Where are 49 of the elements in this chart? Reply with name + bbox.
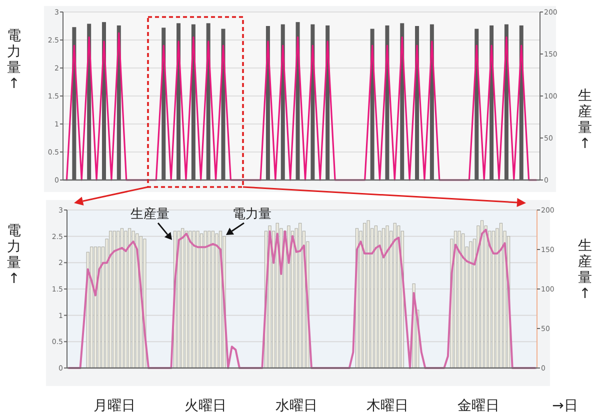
bar xyxy=(196,230,200,368)
annotation: 生産量 xyxy=(130,206,170,222)
x-tick-label: 金曜日 xyxy=(457,398,500,414)
bar xyxy=(90,246,94,368)
bar xyxy=(458,230,461,368)
bar xyxy=(181,228,184,368)
bar xyxy=(208,230,211,368)
bar xyxy=(374,226,378,368)
bar xyxy=(184,230,188,368)
bar xyxy=(120,228,124,368)
x-tick-label: 水曜日 xyxy=(275,398,318,414)
bar xyxy=(397,226,400,368)
x-tick-label: 木曜日 xyxy=(366,398,408,414)
bar xyxy=(499,222,503,368)
x-tick-label: 火曜日 xyxy=(184,398,226,414)
bar xyxy=(454,230,458,368)
bar xyxy=(124,230,128,368)
y2-axis-title: 生産量↑ xyxy=(578,238,592,302)
annotation: 電力量 xyxy=(232,207,272,222)
bar xyxy=(480,220,484,368)
bar xyxy=(393,222,396,368)
x-axis-title: →日 xyxy=(552,398,578,414)
bar xyxy=(188,230,192,368)
bar xyxy=(112,230,116,368)
bar xyxy=(204,230,207,368)
bar xyxy=(211,230,214,368)
bar xyxy=(382,228,386,368)
y2-axis-title: 生産量↑ xyxy=(578,88,592,152)
bar xyxy=(109,230,112,368)
bar xyxy=(200,233,204,368)
bar xyxy=(366,220,370,368)
line-series xyxy=(66,32,538,181)
bar xyxy=(287,226,290,368)
bar xyxy=(298,222,302,368)
y-axis-title: 電力量↑ xyxy=(7,28,21,92)
y-axis-title: 電力量↑ xyxy=(7,223,21,287)
bar xyxy=(192,230,196,368)
bar xyxy=(215,233,218,368)
bar xyxy=(462,233,465,368)
bar xyxy=(469,241,472,368)
bar xyxy=(177,230,180,368)
bar xyxy=(98,246,101,368)
bar xyxy=(362,222,366,368)
x-tick-label: 月曜日 xyxy=(93,398,136,414)
bar xyxy=(492,230,495,368)
bar xyxy=(128,228,132,368)
bar xyxy=(116,230,120,368)
bar xyxy=(386,226,389,368)
bar xyxy=(132,230,135,368)
